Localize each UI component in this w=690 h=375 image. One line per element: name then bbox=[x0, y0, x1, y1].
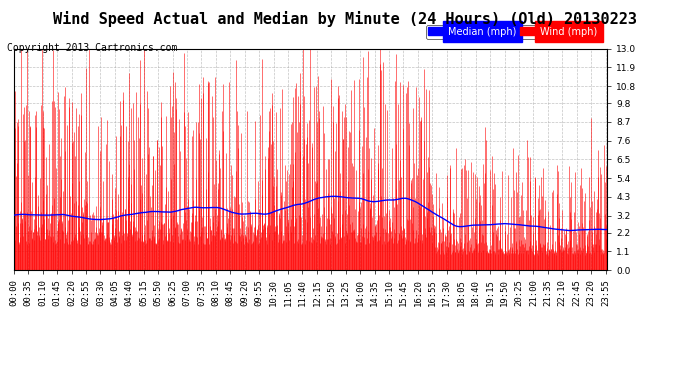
Text: Wind Speed Actual and Median by Minute (24 Hours) (Old) 20130223: Wind Speed Actual and Median by Minute (… bbox=[53, 11, 637, 27]
Text: Copyright 2013 Cartronics.com: Copyright 2013 Cartronics.com bbox=[7, 43, 177, 53]
Legend: Median (mph), Wind (mph): Median (mph), Wind (mph) bbox=[426, 25, 600, 39]
